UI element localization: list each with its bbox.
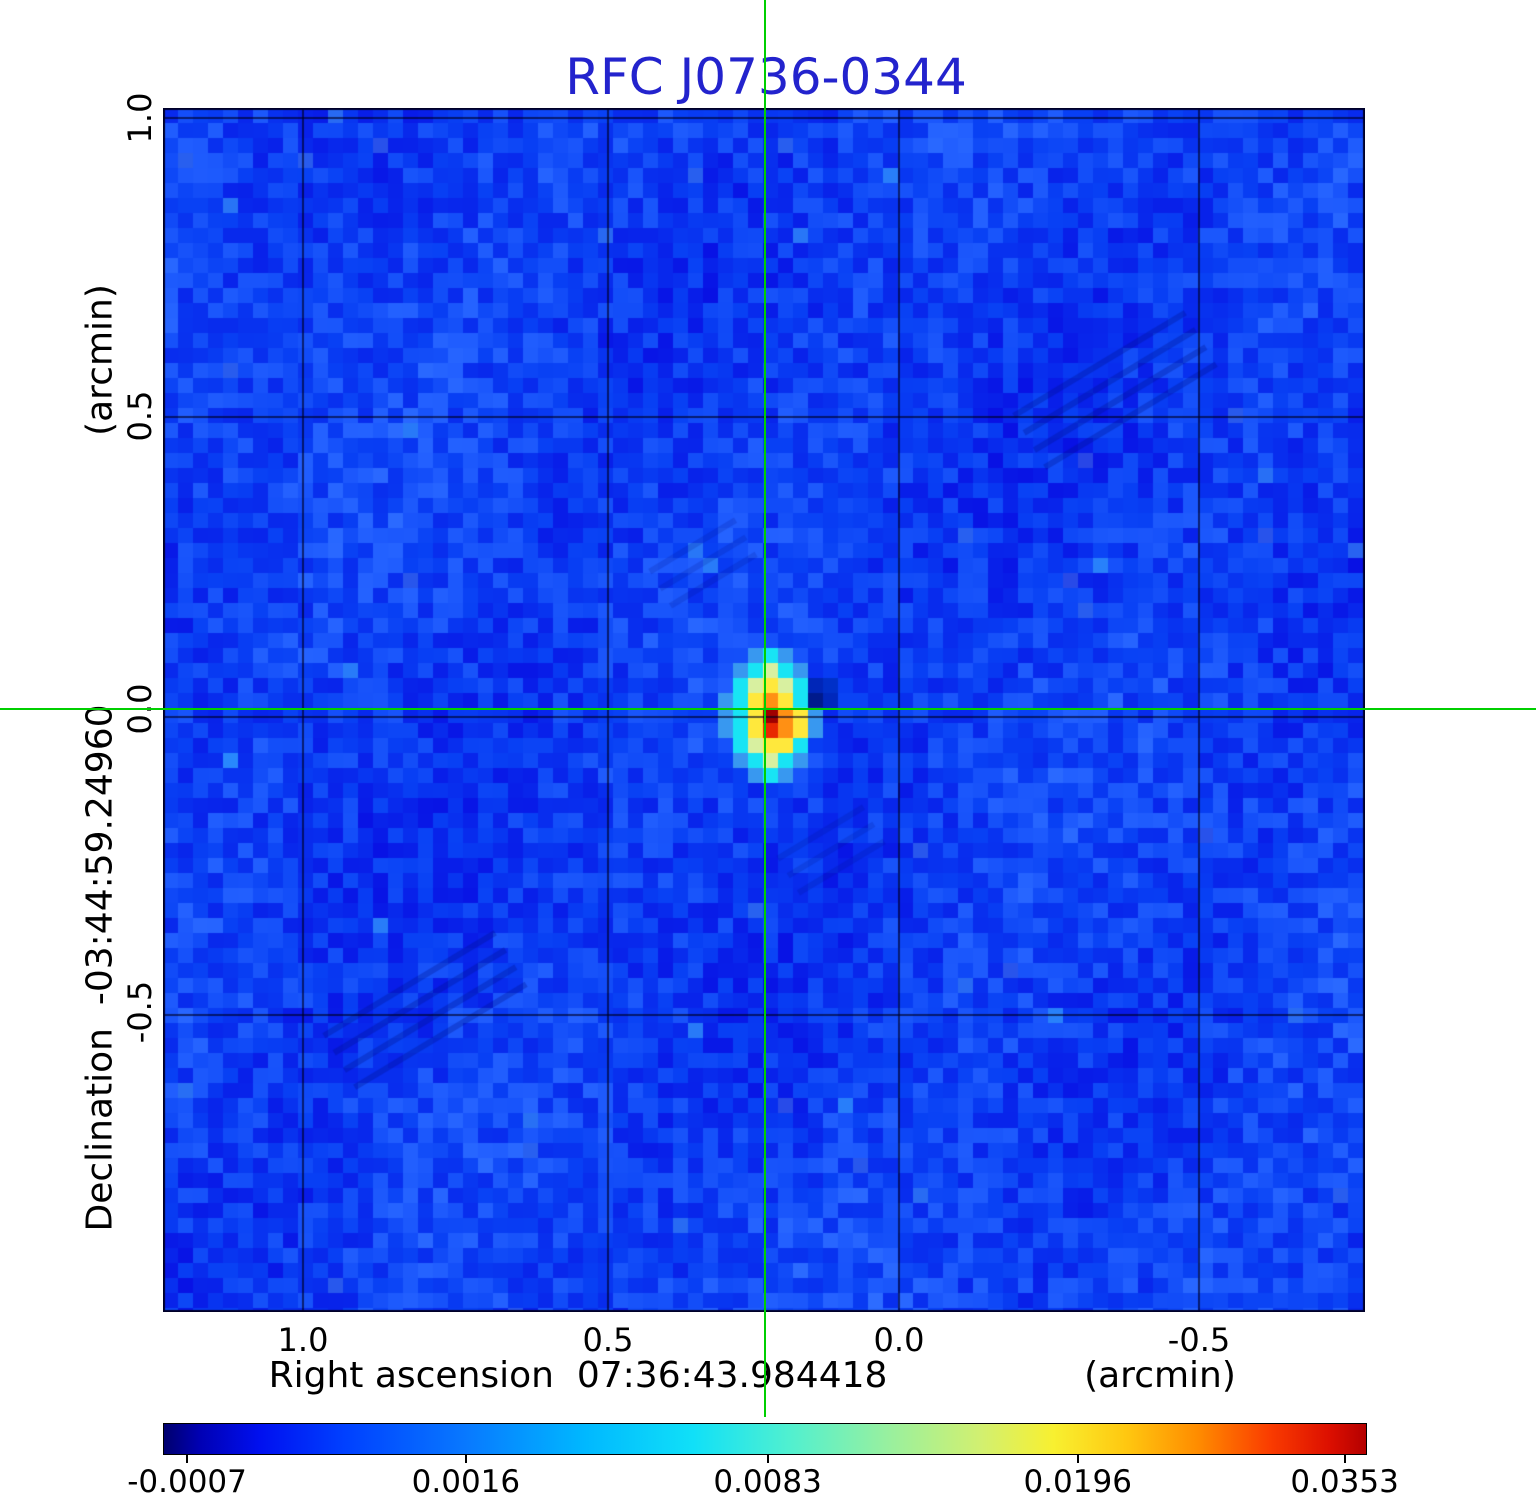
x-tick-label: -0.5 <box>1167 1321 1231 1359</box>
x-tick-label: 0.0 <box>873 1321 925 1359</box>
colorbar-tick-label: 0.0083 <box>713 1464 822 1500</box>
x-axis-label: Right ascension 07:36:43.984418 <box>268 1355 888 1396</box>
y-axis-unit-label: (arcmin) <box>79 284 121 436</box>
colorbar-gradient <box>163 1423 1367 1455</box>
colorbar-tick-mark <box>464 1454 467 1463</box>
colorbar-tick-label: 0.0353 <box>1290 1464 1399 1500</box>
crosshair-horizontal-line <box>0 708 1536 710</box>
x-tick-label: 1.0 <box>277 1321 329 1359</box>
x-tick-label: 0.5 <box>582 1321 634 1359</box>
x-axis-unit-label: (arcmin) <box>1084 1355 1236 1396</box>
colorbar-tick-mark <box>1076 1454 1079 1463</box>
y-tick-label: 0.5 <box>121 390 159 442</box>
y-axis-label: Declination -03:44:59.24960 <box>79 704 121 1232</box>
colorbar-tick-label: 0.0016 <box>411 1464 521 1500</box>
y-tick-label: -0.5 <box>121 980 159 1044</box>
plot-title: RFC J0736-0344 <box>565 48 967 106</box>
colorbar-tick-mark <box>1343 1454 1346 1463</box>
colorbar-tick-mark <box>186 1454 189 1463</box>
colorbar-tick-label: 0.0196 <box>1023 1464 1132 1500</box>
colorbar-tick-mark <box>766 1454 769 1463</box>
colorbar-tick-label: -0.0007 <box>127 1464 247 1500</box>
y-tick-label: 1.0 <box>121 92 159 144</box>
